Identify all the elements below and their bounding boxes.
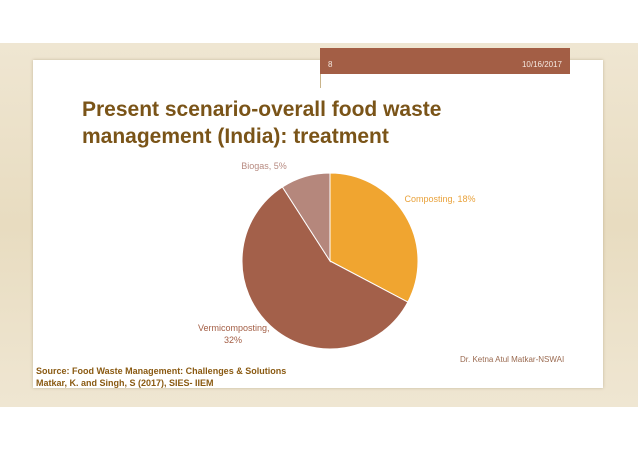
source-line-2: Matkar, K. and Singh, S (2017), SIES- II… [36, 378, 214, 388]
slide-header-bar: 8 10/16/2017 [320, 48, 570, 74]
slide-number: 8 [328, 60, 333, 69]
source-citation: Source: Food Waste Management: Challenge… [36, 365, 336, 389]
pie-slice-biogas [281, 172, 331, 263]
slide-date: 10/16/2017 [521, 60, 562, 69]
header-divider [320, 74, 321, 88]
slide-title: Present scenario-overall food waste mana… [82, 98, 442, 148]
pie-label-vermicomposting: Vermicomposting, 32% [198, 323, 270, 345]
pie-slice-composting [329, 172, 419, 303]
pie-label-biogas: Biogas, 5% [241, 161, 287, 171]
pie-label-composting: Composting, 18% [404, 194, 476, 204]
source-line-1: Source: Food Waste Management: Challenge… [36, 366, 287, 376]
pie-slice-vermicomposting [241, 186, 409, 350]
author-credit: Dr. Ketna Atul Matkar-NSWAI [460, 355, 565, 364]
